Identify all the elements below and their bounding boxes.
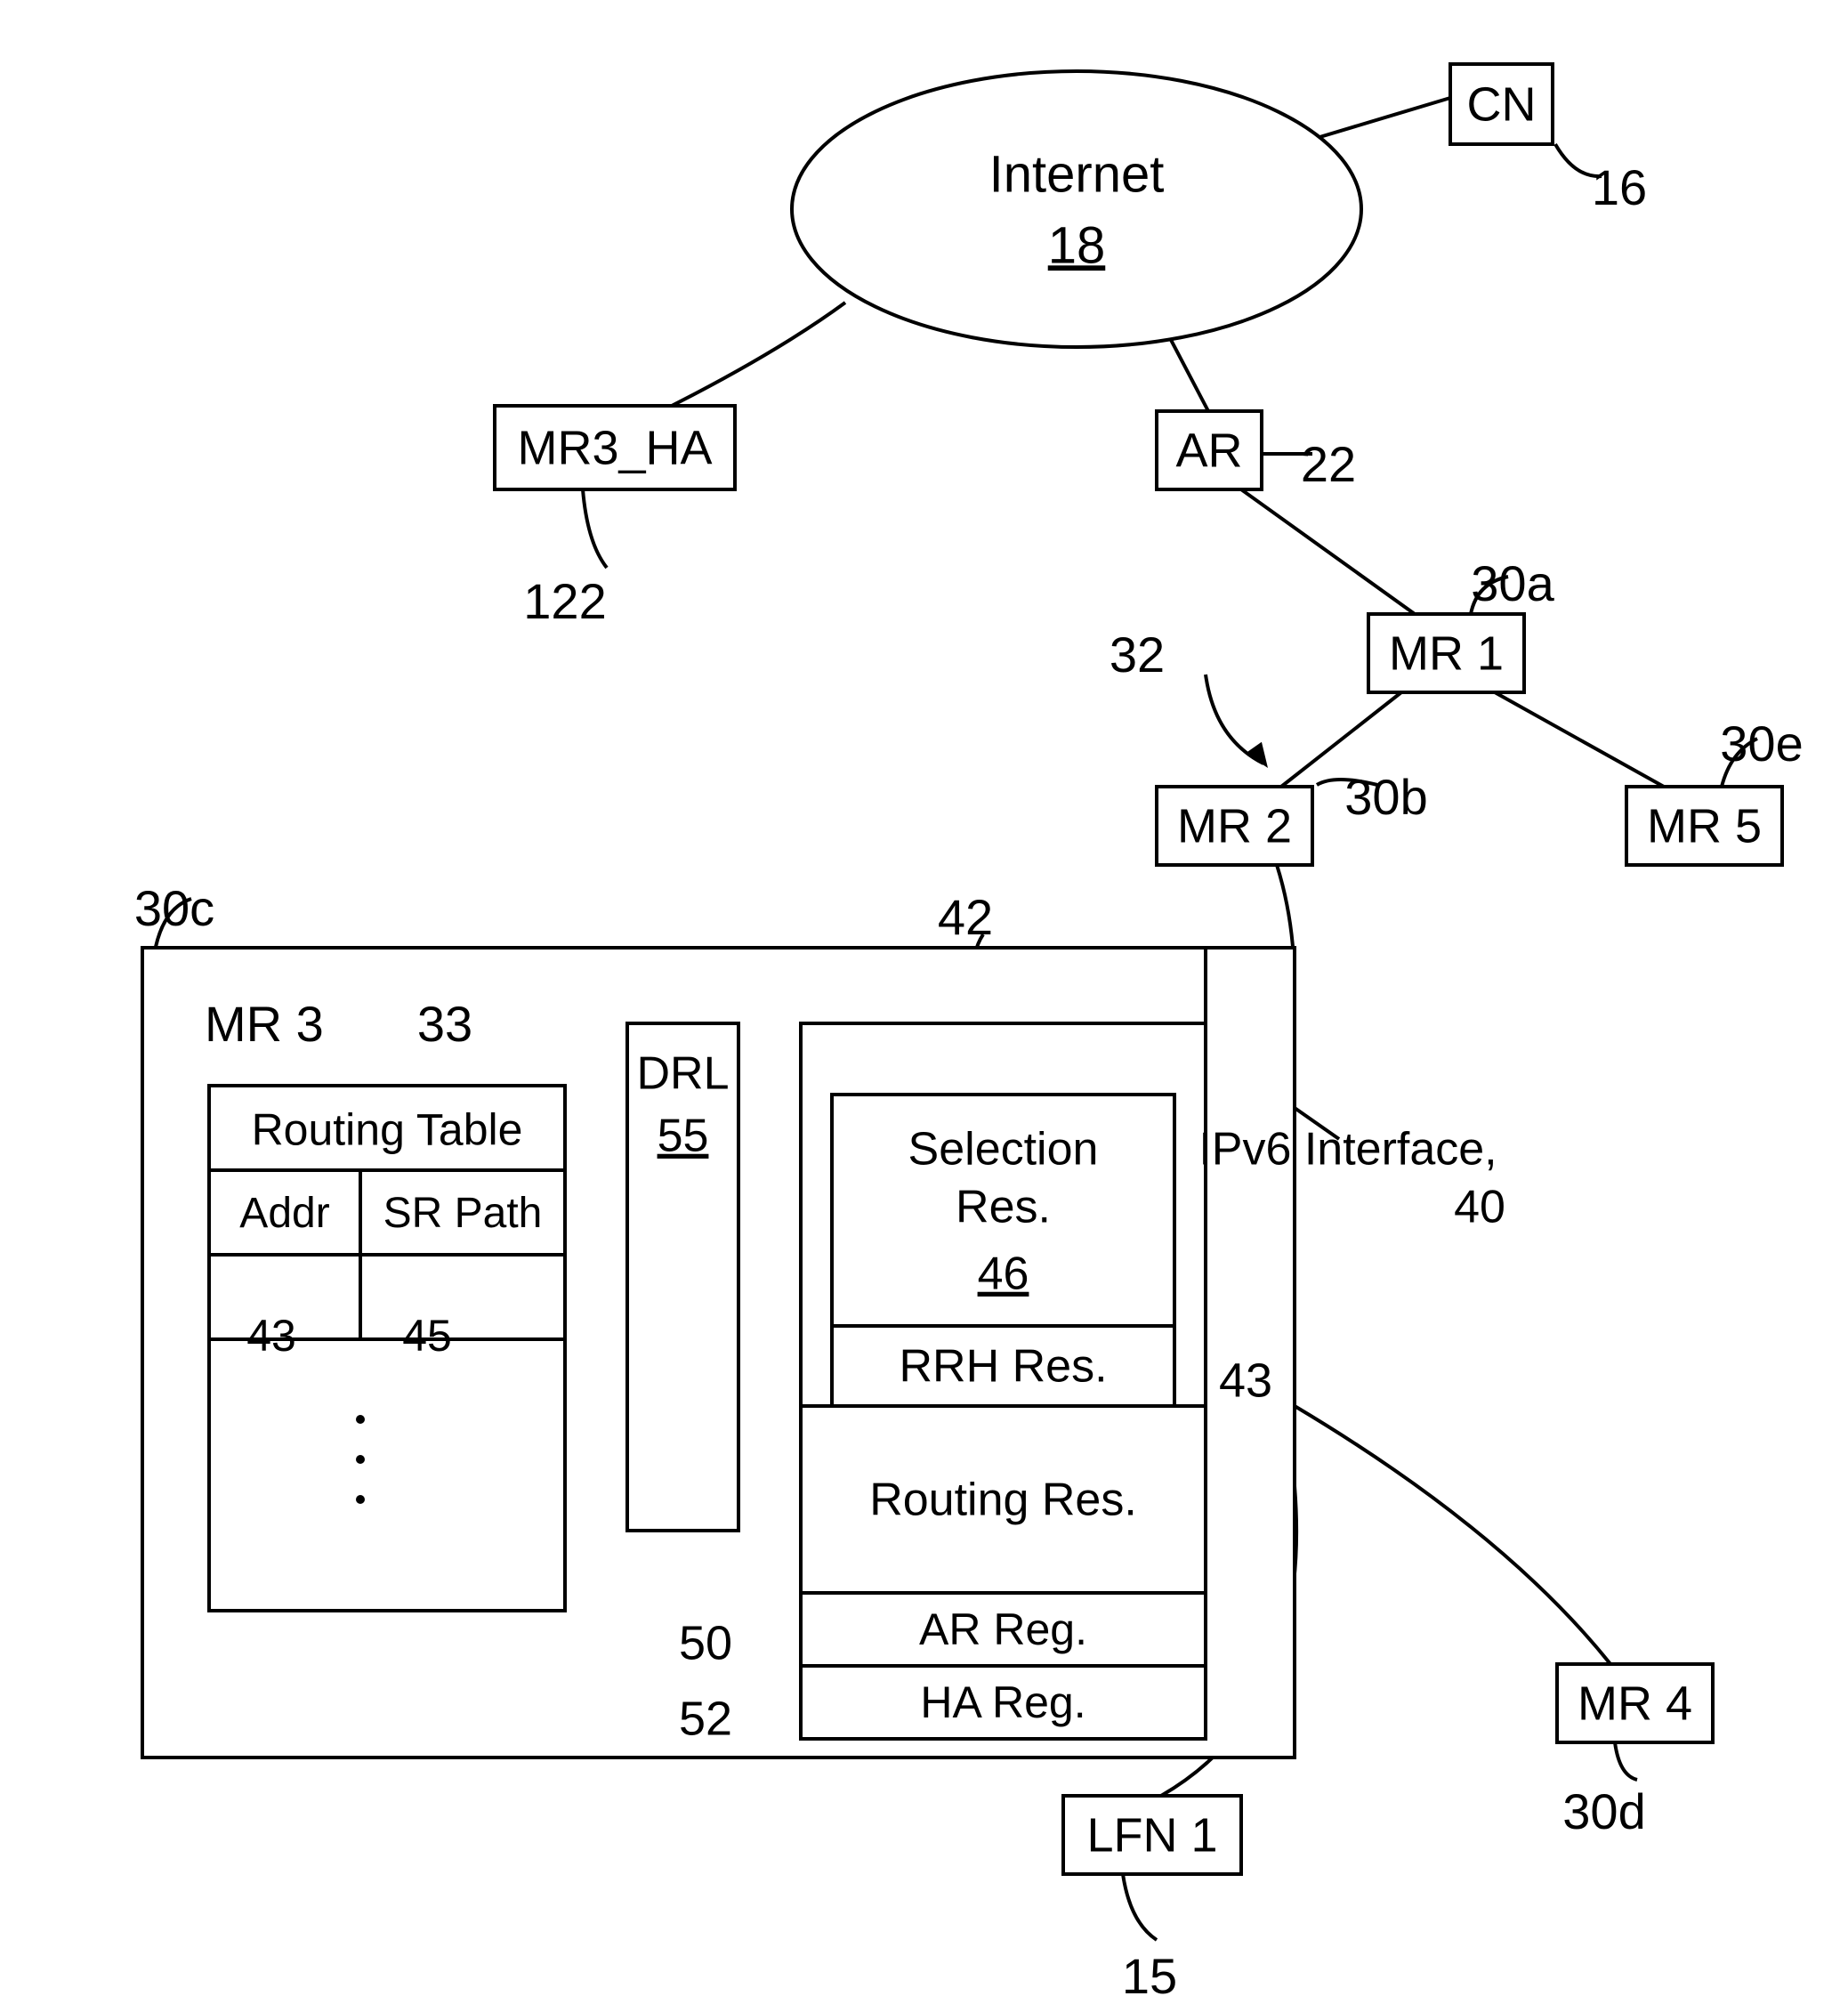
selection-res-ref: 46 bbox=[978, 1249, 1029, 1300]
internet-node bbox=[792, 71, 1361, 347]
node-lfn1-label: LFN 1 bbox=[1086, 1808, 1217, 1862]
ref-r50: 50 bbox=[679, 1616, 732, 1669]
ref-ripv6a: IPv6 Interface, bbox=[1198, 1124, 1497, 1176]
ref-r30d: 30d bbox=[1562, 1783, 1645, 1839]
link-int_cn bbox=[1317, 98, 1450, 138]
ref-r30e: 30e bbox=[1720, 715, 1803, 772]
link-ar_mr1 bbox=[1241, 489, 1415, 614]
ref-r52: 52 bbox=[679, 1692, 732, 1745]
mr3-title: MR 3 bbox=[205, 996, 324, 1052]
lead-l30d bbox=[1615, 1742, 1637, 1780]
internet-label: Internet bbox=[989, 145, 1165, 203]
ref-r43b: 43 bbox=[1219, 1354, 1272, 1407]
ref-r15: 15 bbox=[1122, 1948, 1177, 1996]
routing-res-label: Routing Res. bbox=[869, 1475, 1137, 1526]
link-mr1_mr5 bbox=[1495, 692, 1664, 787]
routing-table-col2: SR Path bbox=[383, 1190, 543, 1237]
routing-table-dots bbox=[356, 1455, 365, 1464]
rrh-res-label: RRH Res. bbox=[899, 1341, 1107, 1393]
ref-ripv6b: 40 bbox=[1454, 1182, 1505, 1233]
ref-r45: 45 bbox=[402, 1311, 452, 1361]
routing-table-title: Routing Table bbox=[252, 1105, 523, 1155]
link-int_ha bbox=[672, 303, 845, 406]
ref-r30a: 30a bbox=[1471, 555, 1554, 611]
node-ar-label: AR bbox=[1175, 424, 1242, 477]
ref-r43a: 43 bbox=[246, 1311, 296, 1361]
drl-label: DRL bbox=[636, 1048, 729, 1100]
selection-res-l2: Res. bbox=[956, 1182, 1051, 1233]
ref-r42: 42 bbox=[938, 889, 993, 945]
lead-l122 bbox=[583, 489, 607, 568]
ref-r30b: 30b bbox=[1344, 769, 1427, 825]
link-int_ar bbox=[1170, 338, 1208, 411]
lead-l15 bbox=[1123, 1874, 1157, 1940]
ref-r122: 122 bbox=[523, 573, 606, 629]
internet-ref: 18 bbox=[1048, 216, 1106, 274]
drl-ref: 55 bbox=[658, 1111, 709, 1162]
link-mr3_mr4 bbox=[1295, 1406, 1610, 1664]
ref-r16: 16 bbox=[1592, 159, 1647, 215]
ar-reg-label: AR Reg. bbox=[919, 1604, 1087, 1654]
routing-table-col1: Addr bbox=[239, 1190, 329, 1237]
node-mr2-label: MR 2 bbox=[1177, 799, 1292, 853]
ref-r22: 22 bbox=[1301, 436, 1356, 492]
ha-reg-label: HA Reg. bbox=[920, 1677, 1085, 1727]
selection-res-l1: Selection bbox=[908, 1124, 1099, 1176]
node-mr5-label: MR 5 bbox=[1647, 799, 1762, 853]
ref-r33: 33 bbox=[417, 996, 472, 1052]
node-mr4-label: MR 4 bbox=[1578, 1677, 1692, 1730]
node-cn-label: CN bbox=[1467, 77, 1537, 131]
node-mr1-label: MR 1 bbox=[1389, 626, 1504, 680]
routing-table-dots bbox=[356, 1495, 365, 1504]
ref-r32: 32 bbox=[1110, 626, 1165, 683]
routing-table-dots bbox=[356, 1415, 365, 1424]
node-mr3_ha-label: MR3_HA bbox=[517, 421, 712, 474]
ref-r30c: 30c bbox=[134, 880, 214, 936]
